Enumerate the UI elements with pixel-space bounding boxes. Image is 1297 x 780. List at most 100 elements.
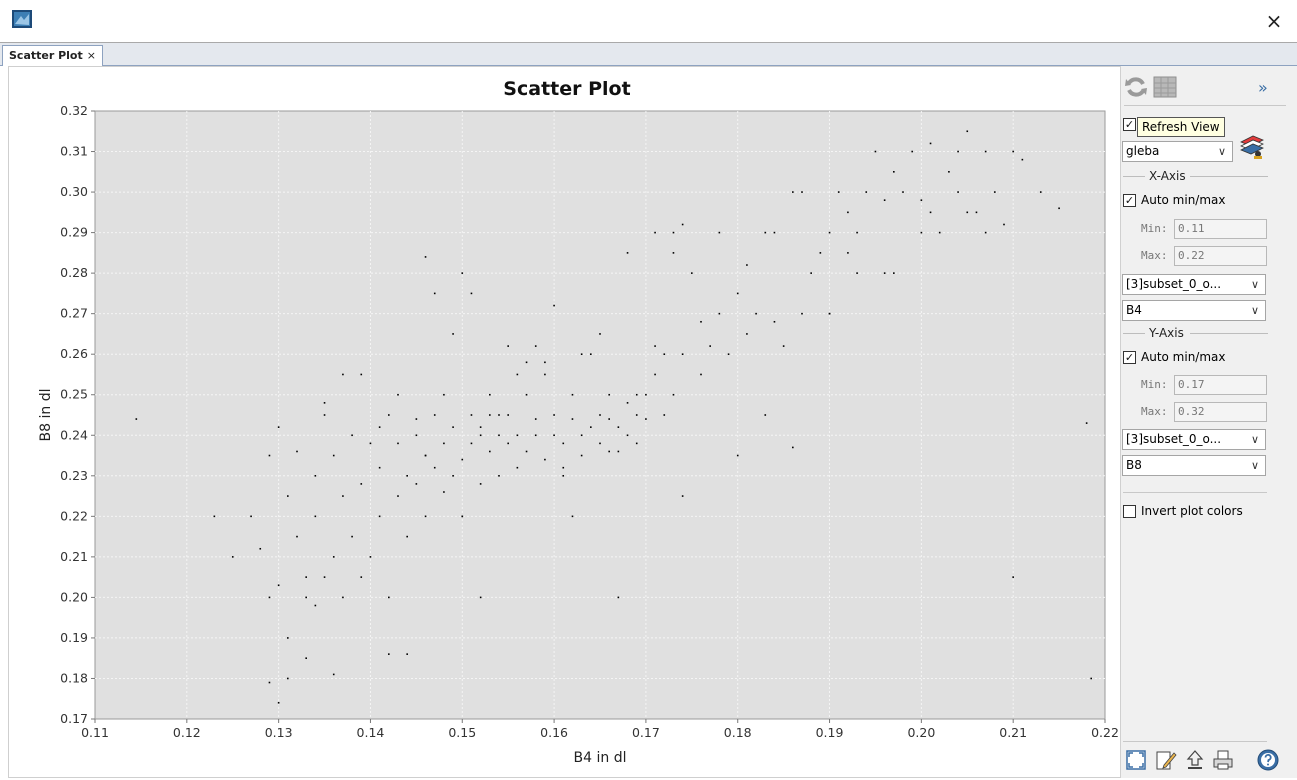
- print-icon[interactable]: [1212, 749, 1234, 771]
- x-axis-label: B4 in dl: [574, 750, 627, 766]
- scatter-point: [489, 393, 491, 396]
- y-tick-label: 0.29: [60, 225, 88, 240]
- scatter-point: [718, 231, 721, 234]
- x-tick-label: 0.14: [357, 725, 385, 740]
- x-band-value: B4: [1126, 303, 1142, 317]
- y-auto-minmax-checkbox[interactable]: ✓: [1123, 351, 1136, 364]
- scatter-point: [544, 361, 546, 364]
- y-band-select[interactable]: B8 ∨: [1122, 455, 1266, 476]
- x-axis-divider-left: [1123, 176, 1145, 177]
- y-axis-divider-right: [1190, 333, 1268, 334]
- y-min-label: Min:: [1141, 378, 1168, 391]
- scatter-point: [590, 426, 592, 428]
- x-max-field[interactable]: 0.22: [1174, 246, 1267, 266]
- scatter-point: [617, 596, 620, 599]
- scatter-point: [268, 454, 271, 457]
- scatter-point: [920, 199, 923, 201]
- scatter-point: [966, 130, 969, 133]
- chart-title: Scatter Plot: [503, 78, 630, 100]
- scatter-point: [746, 333, 748, 335]
- scatter-point: [443, 393, 445, 396]
- scatter-point: [837, 191, 840, 193]
- expand-panel-icon[interactable]: »: [1258, 78, 1268, 97]
- scatter-point: [672, 252, 675, 254]
- y-min-field[interactable]: 0.17: [1174, 375, 1267, 395]
- scatter-point: [424, 515, 427, 518]
- chevron-down-icon: ∨: [1250, 459, 1259, 472]
- scatter-point: [277, 426, 280, 428]
- y-tick-label: 0.18: [60, 670, 88, 685]
- scatter-point: [424, 454, 427, 457]
- x-band-select[interactable]: B4 ∨: [1122, 300, 1266, 321]
- zoom-all-icon[interactable]: [1125, 749, 1147, 771]
- refresh-icon[interactable]: [1124, 76, 1148, 98]
- scatter-point: [645, 393, 647, 396]
- tab-scatter-plot[interactable]: Scatter Plot ×: [2, 45, 103, 66]
- y-tick-label: 0.26: [60, 346, 88, 361]
- scatter-point: [323, 576, 326, 578]
- scatter-point: [305, 657, 307, 659]
- invert-plot-colors-checkbox[interactable]: [1123, 505, 1136, 518]
- scatter-point: [305, 576, 307, 578]
- scatter-point: [452, 426, 454, 428]
- y-tick-label: 0.25: [60, 387, 88, 402]
- scatter-point: [562, 442, 565, 445]
- scatter-point: [296, 450, 298, 453]
- y-tick-label: 0.27: [60, 306, 88, 321]
- scatter-point: [534, 345, 537, 347]
- x-tick-label: 0.13: [265, 725, 293, 740]
- scatter-point: [865, 191, 868, 193]
- scatter-point: [681, 353, 684, 355]
- y-axis-section-title: Y-Axis: [1149, 326, 1184, 340]
- chevron-down-icon: ∨: [1250, 278, 1259, 291]
- x-min-field[interactable]: 0.11: [1174, 219, 1267, 239]
- y-product-select[interactable]: [3]subset_0_o... ∨: [1122, 429, 1266, 450]
- y-tick-label: 0.24: [60, 427, 88, 442]
- scatter-point: [736, 292, 739, 295]
- scatter-point: [727, 353, 730, 355]
- x-auto-minmax-checkbox[interactable]: ✓: [1123, 194, 1136, 207]
- scatter-point: [994, 191, 996, 193]
- scatter-point: [259, 547, 262, 550]
- scatter-point: [1021, 158, 1024, 161]
- scatter-point: [360, 576, 363, 578]
- table-view-icon[interactable]: [1153, 76, 1177, 98]
- x-tick-label: 0.20: [907, 725, 935, 740]
- scatter-point: [957, 150, 959, 153]
- scatter-point: [663, 414, 666, 416]
- scatter-point: [553, 304, 555, 307]
- scatter-point: [369, 442, 372, 445]
- help-icon[interactable]: [1257, 749, 1279, 771]
- scatter-point: [1039, 191, 1042, 193]
- x-tick-label: 0.11: [81, 725, 109, 740]
- scatter-point: [571, 418, 574, 420]
- scatter-point: [571, 393, 574, 396]
- scatter-point: [635, 414, 638, 416]
- scatter-point: [342, 596, 344, 599]
- x-tick-label: 0.17: [632, 725, 660, 740]
- export-icon[interactable]: [1184, 749, 1206, 771]
- roi-mask-select[interactable]: gleba ∨: [1122, 141, 1233, 162]
- scatter-point: [525, 393, 528, 396]
- y-max-field[interactable]: 0.32: [1174, 402, 1267, 422]
- x-product-value: [3]subset_0_o...: [1126, 277, 1222, 291]
- scatter-point: [296, 535, 298, 538]
- x-product-select[interactable]: [3]subset_0_o... ∨: [1122, 274, 1266, 295]
- roi-mask-icon[interactable]: [1237, 132, 1265, 160]
- roi-mask-value: gleba: [1126, 144, 1160, 158]
- scatter-point: [1012, 150, 1014, 153]
- scatter-point: [957, 191, 959, 193]
- scatter-point: [938, 231, 941, 234]
- scatter-point: [764, 414, 767, 416]
- scatter-point: [792, 446, 794, 449]
- y-tick-label: 0.19: [60, 630, 88, 645]
- scatter-point: [755, 312, 757, 315]
- window-close-button[interactable]: ×: [1265, 9, 1283, 33]
- scatter-point: [801, 312, 803, 315]
- y-axis-ticks: 0.17 0.18 0.19 0.20 0.21 0.22 0.23 0.24 0.25 0.26…: [60, 103, 95, 726]
- scatter-point: [479, 483, 482, 485]
- refresh-view-checkbox[interactable]: ✓: [1123, 118, 1136, 131]
- edit-icon[interactable]: [1155, 749, 1177, 771]
- tab-close-icon[interactable]: ×: [86, 49, 96, 62]
- scatter-point: [782, 345, 785, 347]
